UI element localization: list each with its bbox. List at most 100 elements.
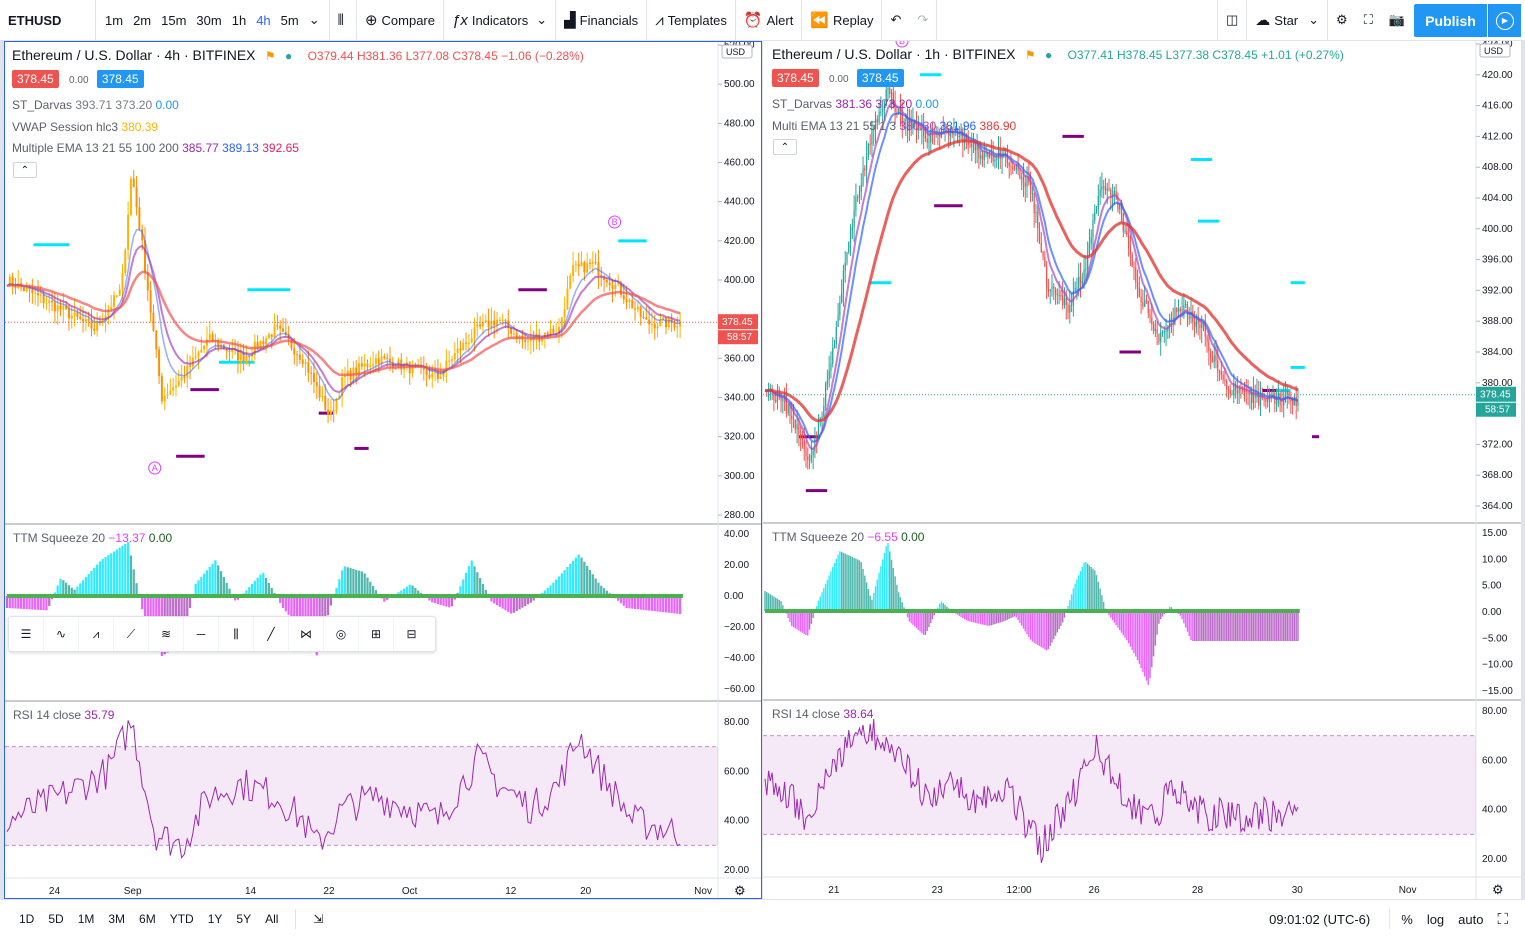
buy-button[interactable]: 378.45 xyxy=(96,70,144,88)
right-ind2-legend[interactable]: Multi EMA 13 21 55 1 3 380.30 381.96 386… xyxy=(772,118,1016,134)
replay-button[interactable]: ⏪ Replay xyxy=(802,0,881,41)
spiral-tool[interactable]: ◎ xyxy=(324,617,359,651)
range-3m[interactable]: 3M xyxy=(108,912,126,926)
ttm-bar xyxy=(648,596,651,611)
abc-pattern-tool[interactable]: ⩘ xyxy=(79,617,114,651)
left-symbol-title[interactable]: Ethereum / U.S. Dollar · 4h · BITFINEX xyxy=(12,47,256,63)
vlines-tool[interactable]: ⫼ xyxy=(219,617,254,651)
right-rsi-legend[interactable]: RSI 14 close 38.64 xyxy=(772,706,873,722)
financials-button[interactable]: ▟ Financials xyxy=(556,0,646,41)
tf-1h[interactable]: 1h xyxy=(231,12,247,28)
range-1y[interactable]: 1Y xyxy=(207,912,223,926)
chart-right-canvas[interactable]: 424.00420.00416.00412.00408.00404.00400.… xyxy=(763,41,1521,899)
fullscreen-icon: ⛶ xyxy=(1363,12,1373,27)
candle xyxy=(1013,169,1016,171)
range-6m[interactable]: 6M xyxy=(139,912,156,926)
undo-button[interactable]: ↶ xyxy=(882,0,909,41)
ttm-bar xyxy=(566,567,569,596)
candle xyxy=(928,141,930,143)
chart-left[interactable]: 520.00500.00480.00460.00440.00420.00400.… xyxy=(4,41,762,899)
auto-toggle[interactable]: auto xyxy=(1458,911,1484,927)
ttm-bar xyxy=(940,601,943,611)
tf-dropdown-icon[interactable]: ⌄ xyxy=(308,12,320,27)
snapshot-button[interactable]: 📷 xyxy=(1381,0,1413,41)
chart-left-canvas[interactable]: 520.00500.00480.00460.00440.00420.00400.… xyxy=(5,42,762,899)
trend-line-tool[interactable]: ⟋ xyxy=(114,617,149,651)
candle xyxy=(1259,394,1262,406)
range-1d[interactable]: 1D xyxy=(19,912,35,926)
range-5y[interactable]: 5Y xyxy=(236,912,252,926)
tf-30m[interactable]: 30m xyxy=(196,12,222,28)
range-1m[interactable]: 1M xyxy=(77,912,95,926)
compare-button[interactable]: ⊕ Compare xyxy=(357,0,443,41)
buy-button[interactable]: 378.45 xyxy=(856,69,904,87)
candle xyxy=(476,324,479,328)
measure-tool[interactable]: ⊟ xyxy=(394,617,429,651)
candle xyxy=(1286,391,1288,395)
clock[interactable]: 09:01:02 (UTC-6) xyxy=(1269,911,1371,927)
chart-right[interactable]: 424.00420.00416.00412.00408.00404.00400.… xyxy=(763,41,1521,899)
ttm-bar xyxy=(245,590,248,596)
layout-button[interactable]: ◫ xyxy=(1218,0,1246,41)
range-tool[interactable]: ⊞ xyxy=(359,617,394,651)
sell-button[interactable]: 378.45 xyxy=(772,69,819,87)
candle xyxy=(787,405,789,414)
symbol-search[interactable]: ETHUSD xyxy=(0,0,95,41)
publish-button[interactable]: Publish xyxy=(1414,4,1487,37)
xabcd-tool[interactable]: ⋈ xyxy=(289,617,324,651)
ttm-bar xyxy=(470,560,473,596)
left-ind3-legend[interactable]: Multiple EMA 13 21 55 100 200 385.77 389… xyxy=(12,140,299,156)
right-ttm-legend[interactable]: TTM Squeeze 20 −6.55 0.00 xyxy=(772,529,924,545)
sell-button[interactable]: 378.45 xyxy=(12,70,59,88)
candle xyxy=(996,158,998,160)
tf-4h[interactable]: 4h xyxy=(256,12,271,28)
alert-button[interactable]: ⏰ Alert xyxy=(736,0,801,41)
settings-button[interactable]: ⚙ xyxy=(1328,0,1356,41)
right-ind1-legend[interactable]: ST_Darvas 381.36 373.20 0.00 xyxy=(772,96,939,112)
tf-15m[interactable]: 15m xyxy=(161,12,187,28)
candle xyxy=(1227,389,1230,391)
horizontal-lines-tool[interactable]: ☰ xyxy=(9,617,44,651)
publish-menu-button[interactable]: ▶ xyxy=(1488,4,1521,37)
tf-2m[interactable]: 2m xyxy=(133,12,152,28)
left-ind1-legend[interactable]: ST_Darvas 393.71 373.20 0.00 xyxy=(12,97,179,113)
goto-date-button[interactable]: ⇲ xyxy=(306,912,330,926)
tf-1m[interactable]: 1m xyxy=(105,12,124,28)
chevron-down-icon: ⌄ xyxy=(536,12,548,27)
left-ttm-legend[interactable]: TTM Squeeze 20 −13.37 0.00 xyxy=(13,530,172,546)
price-tick-label: 420.00 xyxy=(724,236,755,247)
fullscreen-toggle[interactable]: ⛶ xyxy=(1490,911,1515,928)
candle xyxy=(45,302,48,304)
candle xyxy=(653,324,656,329)
log-toggle[interactable]: log xyxy=(1426,911,1445,927)
templates-button[interactable]: ⩘ Templates xyxy=(647,0,735,41)
range-all[interactable]: All xyxy=(265,912,279,926)
cloud-icon: ☁ xyxy=(1255,12,1271,29)
left-ind2-legend[interactable]: VWAP Session hlc3 380.39 xyxy=(12,119,158,135)
left-rsi-legend[interactable]: RSI 14 close 35.79 xyxy=(13,707,114,723)
ray-tool[interactable]: ╱ xyxy=(254,617,289,651)
collapse-legend-button[interactable]: ⌃ xyxy=(773,139,797,155)
ttm-bar xyxy=(484,589,487,596)
pattern-icon: ⩘ xyxy=(92,626,100,641)
wave-tool[interactable]: ∿ xyxy=(44,617,79,651)
percent-toggle[interactable]: % xyxy=(1401,911,1413,927)
collapse-legend-button[interactable]: ⌃ xyxy=(13,162,37,178)
tf-5m[interactable]: 5m xyxy=(280,12,299,28)
candle xyxy=(899,108,902,113)
flag-icon[interactable]: ⚑ xyxy=(264,49,276,63)
flag-icon[interactable]: ⚑ xyxy=(1024,48,1036,62)
fib-tool[interactable]: ≋ xyxy=(149,617,184,651)
fullscreen-button[interactable]: ⛶ xyxy=(1356,0,1381,41)
candle xyxy=(1293,396,1296,406)
chart-type-button[interactable]: ⫴ xyxy=(330,0,356,41)
range-5d[interactable]: 5D xyxy=(48,912,64,926)
right-symbol-title[interactable]: Ethereum / U.S. Dollar · 1h · BITFINEX xyxy=(772,46,1016,62)
indicators-button[interactable]: ƒx Indicators ⌄ xyxy=(444,0,555,41)
candle xyxy=(1245,391,1247,393)
range-ytd[interactable]: YTD xyxy=(169,912,194,926)
star-button[interactable]: ☁ Star ⌄ xyxy=(1247,0,1327,41)
ttm-bar xyxy=(1079,571,1082,611)
redo-button[interactable]: ↷ xyxy=(909,0,936,41)
hline-tool[interactable]: ─ xyxy=(184,617,219,651)
